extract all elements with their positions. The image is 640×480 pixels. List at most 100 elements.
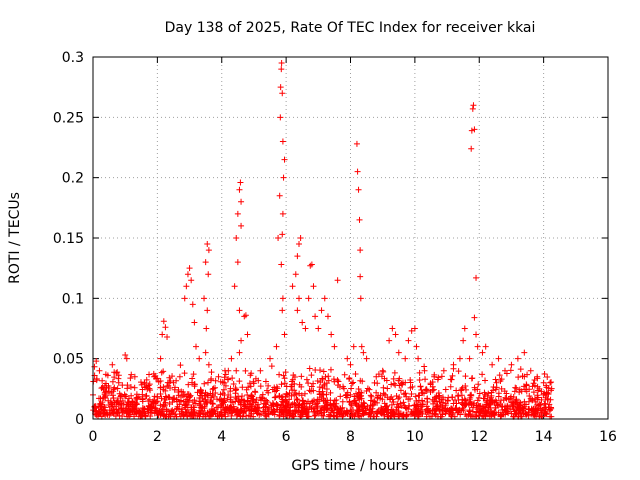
- data-point-band: [239, 393, 246, 400]
- data-point-band: [156, 408, 163, 415]
- data-point: [170, 379, 177, 386]
- data-point-band: [426, 408, 433, 415]
- data-point-band: [379, 396, 386, 403]
- data-point-band: [243, 386, 250, 393]
- data-point-band: [309, 398, 316, 405]
- data-point-band: [476, 390, 483, 397]
- data-point-band: [541, 370, 548, 377]
- data-point-band: [105, 401, 112, 408]
- data-point-band: [234, 406, 241, 413]
- data-point: [456, 355, 463, 362]
- data-point-band: [429, 387, 436, 394]
- data-point: [151, 373, 158, 380]
- data-point-band: [430, 400, 437, 407]
- data-point-band: [541, 390, 548, 397]
- data-point-band: [189, 375, 196, 382]
- data-point-band: [232, 385, 239, 392]
- data-point-band: [177, 362, 184, 369]
- data-point: [157, 355, 164, 362]
- x-tick-label: 12: [470, 429, 488, 445]
- data-point: [193, 343, 199, 350]
- data-point: [310, 283, 317, 290]
- data-point: [292, 271, 299, 278]
- data-point-band: [319, 375, 326, 382]
- data-point: [461, 325, 468, 332]
- data-point: [534, 373, 541, 380]
- data-point: [281, 331, 288, 338]
- data-point-band: [467, 412, 474, 419]
- data-point-band: [196, 407, 203, 414]
- data-point-band: [249, 393, 256, 400]
- data-point: [238, 337, 245, 344]
- data-point-band: [396, 382, 403, 389]
- data-point-band: [349, 412, 356, 419]
- data-point-band: [390, 375, 397, 382]
- data-point-band: [501, 388, 508, 395]
- data-point-band: [482, 408, 489, 415]
- data-point-band: [339, 398, 346, 405]
- data-point: [276, 192, 283, 199]
- data-point-band: [255, 377, 262, 384]
- data-point: [191, 319, 198, 326]
- data-point-band: [274, 385, 281, 392]
- data-point-band: [498, 385, 505, 392]
- data-point-band: [252, 389, 259, 396]
- data-point-band: [212, 384, 219, 391]
- data-point-band: [498, 376, 505, 383]
- data-point-band: [272, 393, 279, 400]
- data-point-band: [133, 395, 140, 402]
- y-tick-label: 0.1: [62, 291, 84, 307]
- data-point: [408, 327, 415, 334]
- data-point-band: [283, 390, 290, 397]
- data-point-band: [158, 395, 165, 402]
- data-point-band: [299, 404, 306, 411]
- data-point-band: [146, 371, 153, 378]
- data-point-band: [94, 411, 101, 418]
- data-point-band: [221, 374, 228, 381]
- data-point-band: [356, 406, 363, 413]
- data-point: [473, 331, 480, 338]
- data-point-band: [180, 412, 187, 419]
- data-point-band: [191, 381, 198, 388]
- data-point-band: [277, 404, 284, 411]
- data-point-band: [310, 406, 317, 413]
- data-point-band: [146, 381, 153, 388]
- data-point: [482, 343, 489, 350]
- data-point-band: [284, 391, 291, 398]
- y-tick-label: 0.15: [53, 231, 84, 247]
- data-point-band: [507, 367, 514, 374]
- data-point-band: [197, 386, 204, 393]
- data-point-band: [534, 392, 541, 399]
- data-point-band: [436, 392, 443, 399]
- data-point-band: [131, 384, 138, 391]
- data-point: [236, 186, 243, 193]
- data-point: [131, 373, 138, 380]
- data-point: [312, 313, 319, 320]
- data-point: [440, 367, 447, 374]
- data-point: [257, 367, 264, 374]
- data-point: [379, 367, 386, 374]
- data-point-band: [250, 396, 257, 403]
- data-point: [356, 216, 363, 223]
- data-point-band: [503, 405, 510, 412]
- data-point-band: [110, 394, 117, 401]
- data-point: [109, 361, 116, 368]
- data-point: [402, 355, 409, 362]
- data-point-band: [113, 408, 120, 415]
- data-point-band: [447, 383, 454, 390]
- data-point-band: [170, 409, 177, 416]
- data-point-band: [516, 386, 523, 393]
- data-point-band: [422, 386, 429, 393]
- data-point: [318, 307, 325, 314]
- data-point: [238, 198, 245, 205]
- data-point-band: [305, 380, 312, 387]
- data-point: [294, 253, 301, 260]
- data-point-band: [544, 396, 551, 403]
- data-point-band: [479, 403, 486, 410]
- data-point-band: [492, 404, 499, 411]
- x-tick-label: 0: [89, 429, 98, 445]
- data-point-band: [311, 409, 318, 416]
- data-point-band: [431, 410, 438, 417]
- data-point-band: [265, 389, 272, 396]
- data-point-band: [293, 407, 300, 414]
